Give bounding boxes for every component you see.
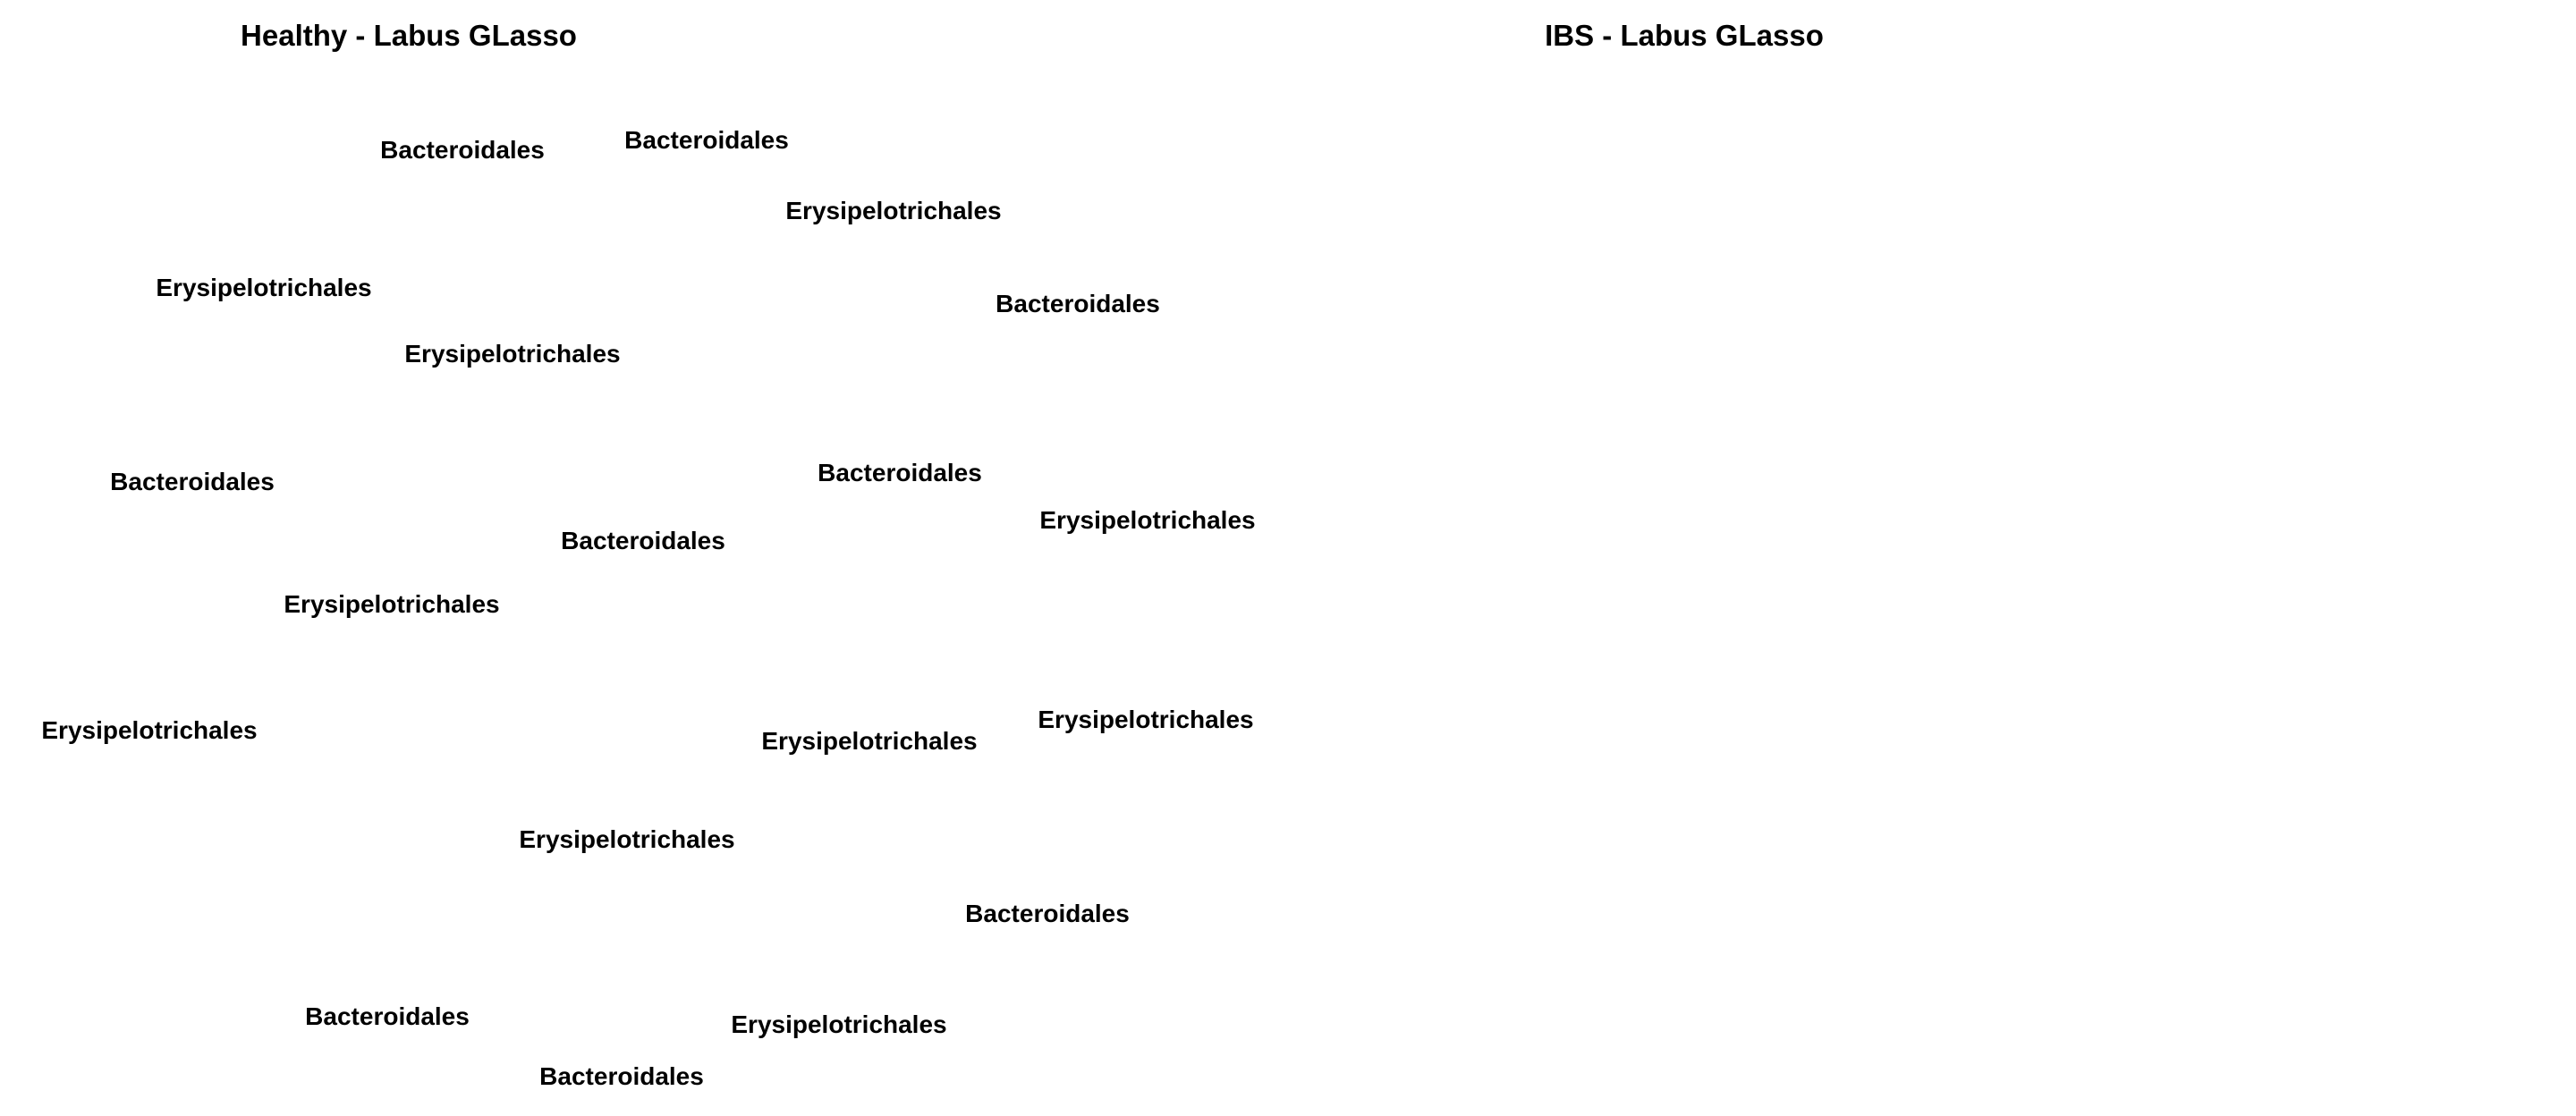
node-label-bacteroidales: Bacteroidales (561, 527, 725, 554)
healthy-network-panel: Healthy - Labus GLasso Bacteroidales Bact… (41, 19, 1256, 1090)
node-label-bacteroidales: Bacteroidales (818, 459, 982, 486)
node-label-bacteroidales: Bacteroidales (380, 136, 545, 164)
panel-title: IBS - Labus GLasso (1545, 19, 1824, 52)
ibs-network-panel: IBS - Labus GLasso (1288, 0, 2576, 1116)
node-label-bacteroidales: Bacteroidales (624, 126, 789, 154)
node-label-bacteroidales: Bacteroidales (305, 1002, 470, 1030)
node-label-erysipelotrichales: Erysipelotrichales (156, 274, 372, 301)
node-label-bacteroidales: Bacteroidales (996, 290, 1160, 317)
node-label-bacteroidales: Bacteroidales (110, 468, 275, 495)
panel-title: Healthy - Labus GLasso (241, 19, 577, 52)
node-label-erysipelotrichales: Erysipelotrichales (404, 340, 621, 368)
network-node-layer (1288, 0, 2576, 1116)
node-label-erysipelotrichales: Erysipelotrichales (41, 716, 258, 744)
node-label-erysipelotrichales: Erysipelotrichales (284, 590, 500, 618)
network-node-layer: Bacteroidales Bacteroidales Erysipelotrich… (41, 126, 1256, 1090)
node-label-bacteroidales: Bacteroidales (539, 1062, 704, 1090)
node-label-erysipelotrichales: Erysipelotrichales (519, 825, 735, 853)
node-label-erysipelotrichales: Erysipelotrichales (1039, 506, 1256, 534)
node-label-erysipelotrichales: Erysipelotrichales (731, 1010, 947, 1038)
node-label-erysipelotrichales: Erysipelotrichales (1038, 706, 1254, 733)
node-label-erysipelotrichales: Erysipelotrichales (761, 727, 978, 755)
node-label-erysipelotrichales: Erysipelotrichales (785, 197, 1002, 224)
node-label-bacteroidales: Bacteroidales (965, 900, 1130, 927)
